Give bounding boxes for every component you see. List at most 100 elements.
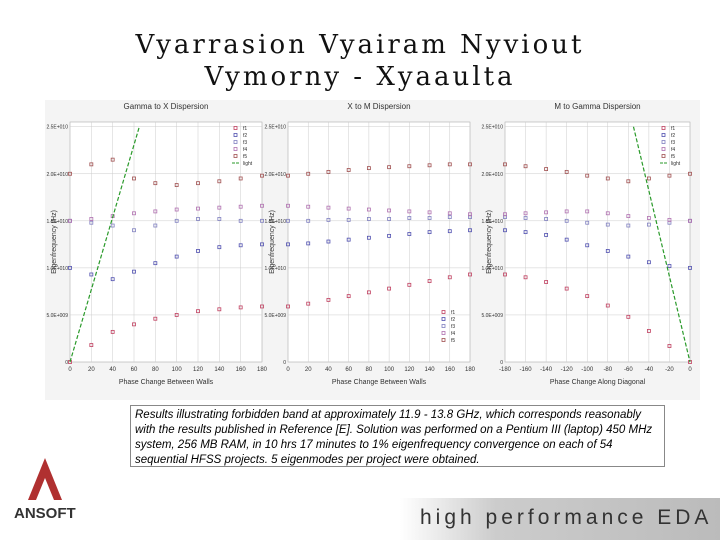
legend-label: f1: [671, 126, 675, 132]
y-tick-label: 2.5E+010: [46, 125, 68, 131]
mode-point: [174, 254, 179, 259]
mode-point: [196, 206, 200, 211]
legend-swatch: [661, 126, 666, 130]
mode-point: [217, 307, 222, 312]
mode-point: [503, 228, 507, 233]
mode-point: [238, 305, 243, 310]
light-line: [632, 126, 691, 363]
x-axis-label: Phase Change Between Walls: [332, 379, 427, 386]
mode-point: [564, 286, 569, 291]
mode-point: [366, 217, 371, 221]
mode-point: [503, 212, 507, 217]
x-tick-label: -180: [499, 367, 512, 373]
mode-point: [523, 230, 528, 235]
mode-point: [286, 304, 290, 309]
mode-point: [605, 222, 610, 227]
mode-point: [544, 210, 549, 215]
legend-swatch: [661, 133, 666, 137]
legend-swatch: [441, 338, 446, 342]
mode-point: [447, 215, 452, 219]
mode-point: [667, 264, 672, 268]
mode-point: [503, 272, 507, 277]
chart-title: M to Gamma Dispersion: [554, 102, 640, 111]
mode-point: [346, 294, 351, 299]
title-line: Vymorny - Xyaaulta: [204, 62, 516, 92]
legend-label: f2: [451, 317, 455, 323]
mode-point: [132, 176, 136, 181]
mode-point: [605, 176, 610, 181]
mode-point: [174, 183, 179, 187]
mode-point: [346, 206, 351, 211]
x-tick-label: -60: [624, 367, 633, 373]
mode-point: [153, 223, 158, 228]
mode-point: [153, 181, 158, 186]
mode-point: [503, 162, 507, 167]
mode-point: [667, 173, 672, 178]
legend-swatch: [233, 140, 238, 144]
y-tick-label: 1.0E+010: [46, 266, 68, 272]
mode-point: [387, 217, 392, 221]
mode-point: [564, 209, 569, 214]
mode-point: [132, 228, 136, 233]
y-tick-label: 5.0E+009: [481, 313, 503, 319]
mode-point: [387, 208, 392, 213]
mode-point: [89, 217, 94, 221]
y-tick-label: 5.0E+009: [46, 313, 68, 319]
mode-point: [667, 344, 672, 348]
mode-point: [387, 165, 392, 170]
x-tick-label: 140: [425, 367, 436, 373]
mode-point: [68, 171, 72, 176]
mode-point: [132, 322, 136, 327]
x-tick-label: 160: [236, 367, 247, 373]
x-tick-label: -20: [665, 367, 674, 373]
legend-label: f4: [451, 331, 455, 337]
mode-point: [523, 216, 528, 220]
mode-point: [427, 230, 432, 235]
legend-swatch: [233, 133, 238, 137]
mode-point: [544, 280, 549, 284]
mode-point: [68, 265, 72, 270]
mode-point: [585, 243, 590, 248]
mode-point: [523, 164, 528, 169]
mode-point: [174, 218, 179, 223]
mode-point: [585, 294, 590, 299]
legend-label: light: [243, 161, 253, 167]
mode-point: [366, 235, 371, 240]
light-line: [69, 126, 140, 363]
mode-point: [132, 211, 136, 216]
x-tick-label: 120: [193, 367, 204, 373]
mode-point: [110, 329, 115, 334]
mode-point: [688, 171, 692, 176]
y-tick-label: 2.0E+010: [46, 172, 68, 178]
mode-point: [68, 218, 72, 223]
legend-label: f5: [243, 154, 247, 160]
mode-point: [89, 343, 94, 347]
mode-point: [366, 207, 371, 212]
mode-point: [427, 216, 432, 220]
mode-point: [196, 181, 200, 186]
title-line: Vyarrasion Vyairam Nyviout: [135, 30, 585, 60]
mode-point: [306, 241, 311, 246]
x-tick-label: 0: [286, 367, 290, 373]
mode-point: [306, 301, 311, 306]
legend-label: f3: [671, 140, 675, 146]
mode-point: [366, 166, 371, 171]
mode-point: [238, 243, 243, 248]
mode-point: [286, 242, 290, 247]
mode-point: [346, 237, 351, 242]
mode-point: [646, 260, 651, 265]
mode-point: [626, 254, 631, 259]
mode-point: [468, 272, 472, 277]
y-tick-label: 0: [65, 360, 68, 366]
x-tick-label: -140: [540, 367, 553, 373]
legend-label: f5: [671, 154, 675, 160]
mode-point: [89, 220, 94, 225]
footer-text: high performance EDA: [420, 506, 713, 529]
mode-point: [238, 218, 243, 223]
mode-point: [306, 171, 311, 176]
x-tick-label: 60: [345, 367, 352, 373]
mode-point: [326, 205, 331, 210]
mode-point: [468, 162, 472, 167]
